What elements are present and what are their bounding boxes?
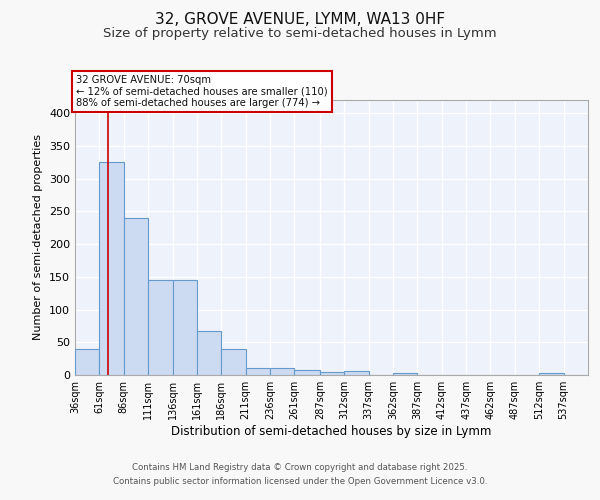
Bar: [539, 373, 563, 375]
Bar: [197, 331, 221, 375]
Bar: [295, 370, 320, 375]
Text: Size of property relative to semi-detached houses in Lymm: Size of property relative to semi-detach…: [103, 28, 497, 40]
X-axis label: Distribution of semi-detached houses by size in Lymm: Distribution of semi-detached houses by …: [172, 425, 491, 438]
Text: 32 GROVE AVENUE: 70sqm
← 12% of semi-detached houses are smaller (110)
88% of se: 32 GROVE AVENUE: 70sqm ← 12% of semi-det…: [76, 74, 328, 108]
Bar: [124, 218, 148, 375]
Bar: [245, 368, 270, 375]
Bar: [173, 280, 197, 375]
Bar: [320, 372, 344, 375]
Bar: [148, 280, 173, 375]
Bar: [393, 373, 418, 375]
Text: Contains public sector information licensed under the Open Government Licence v3: Contains public sector information licen…: [113, 477, 487, 486]
Bar: [270, 368, 295, 375]
Bar: [344, 371, 368, 375]
Text: 32, GROVE AVENUE, LYMM, WA13 0HF: 32, GROVE AVENUE, LYMM, WA13 0HF: [155, 12, 445, 28]
Bar: [75, 349, 100, 375]
Text: Contains HM Land Registry data © Crown copyright and database right 2025.: Contains HM Land Registry data © Crown c…: [132, 464, 468, 472]
Y-axis label: Number of semi-detached properties: Number of semi-detached properties: [34, 134, 43, 340]
Bar: [221, 349, 245, 375]
Bar: [100, 162, 124, 375]
